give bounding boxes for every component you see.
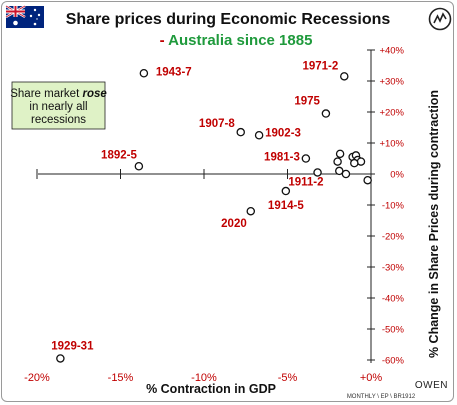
y-tick-label: -10% xyxy=(382,201,405,212)
point-label: 1892-5 xyxy=(101,149,137,161)
x-tick-label: -20% xyxy=(24,372,50,384)
annotation-line-2: in nearly all xyxy=(29,101,87,113)
data-point xyxy=(139,69,149,78)
annotation-line-1-text: Share market xyxy=(10,88,82,100)
data-point xyxy=(236,127,245,137)
data-point xyxy=(335,149,345,159)
point-label: 2020 xyxy=(221,218,247,230)
x-tick-label: -15% xyxy=(108,372,134,384)
data-point xyxy=(356,157,366,166)
annotation-line-1: Share market rose xyxy=(10,88,107,100)
brand-text: OWEN xyxy=(415,380,448,391)
data-point xyxy=(301,154,311,163)
australian-flag-icon xyxy=(5,4,44,28)
data-point xyxy=(350,158,359,168)
point-label: 1971-2 xyxy=(302,60,338,72)
chart-subtitle: - Australia since 1885 xyxy=(160,32,313,49)
x-ticks: -20% -15% -10% -5% +0% xyxy=(24,169,382,384)
data-point xyxy=(56,354,65,363)
data-points xyxy=(56,69,372,363)
data-point xyxy=(281,186,291,196)
point-labels: 1943-7 1971-2 1975 1907-8 1902-3 1892-5 1981-3… xyxy=(51,60,338,352)
source-footnote: MONTHLY \ EP \ BR1912 xyxy=(347,394,416,400)
point-label: 1943-7 xyxy=(156,66,192,78)
data-point xyxy=(246,206,256,216)
y-tick-label: +30% xyxy=(379,77,404,88)
chart-title: Share prices during Economic Recessions xyxy=(66,11,391,28)
y-tick-label: -20% xyxy=(382,232,405,243)
data-point xyxy=(321,109,331,118)
data-point xyxy=(313,168,322,177)
y-tick-label: -50% xyxy=(382,325,405,336)
point-label: 1914-5 xyxy=(268,200,304,212)
y-tick-label: -30% xyxy=(382,263,405,274)
y-tick-label: +10% xyxy=(379,139,404,150)
chart-subtitle-prefix: - xyxy=(160,32,169,49)
x-tick-label: +0% xyxy=(360,372,383,384)
y-tick-label: 0% xyxy=(390,170,404,181)
point-label: 1929-31 xyxy=(51,340,94,352)
y-axis-title: % Change in Share Prices during contract… xyxy=(427,90,441,358)
x-tick-label: -5% xyxy=(278,372,298,384)
y-ticks: +40% +30% +20% +10% 0% -10% -20% -30% -40% -50% -6… xyxy=(367,46,405,367)
y-tick-label: -40% xyxy=(382,294,405,305)
annotation-emphasis: rose xyxy=(82,88,107,100)
x-axis-title: % Contraction in GDP xyxy=(146,382,276,396)
point-label: 1907-8 xyxy=(199,118,235,130)
data-point xyxy=(340,72,349,81)
point-label: 1911-2 xyxy=(288,176,323,188)
annotation-line-3: recessions xyxy=(31,114,86,126)
owen-logo-icon xyxy=(428,7,452,31)
data-point xyxy=(254,130,264,140)
data-point xyxy=(335,166,344,176)
data-point xyxy=(333,157,342,166)
point-label: 1975 xyxy=(294,96,320,108)
annotation-box: Share market rose in nearly all recessio… xyxy=(10,81,107,130)
x-tick-label: -10% xyxy=(191,372,217,384)
point-label: 1981-3 xyxy=(264,152,300,164)
data-point xyxy=(341,169,351,179)
annotation-background xyxy=(11,81,106,130)
y-tick-label: +40% xyxy=(379,46,404,57)
y-tick-label: +20% xyxy=(379,108,404,119)
data-point xyxy=(134,161,144,171)
y-tick-label: -60% xyxy=(382,356,405,367)
point-label: 1902-3 xyxy=(265,127,301,139)
data-point xyxy=(363,175,372,185)
chart-subtitle-main: Australia since 1885 xyxy=(168,32,312,49)
